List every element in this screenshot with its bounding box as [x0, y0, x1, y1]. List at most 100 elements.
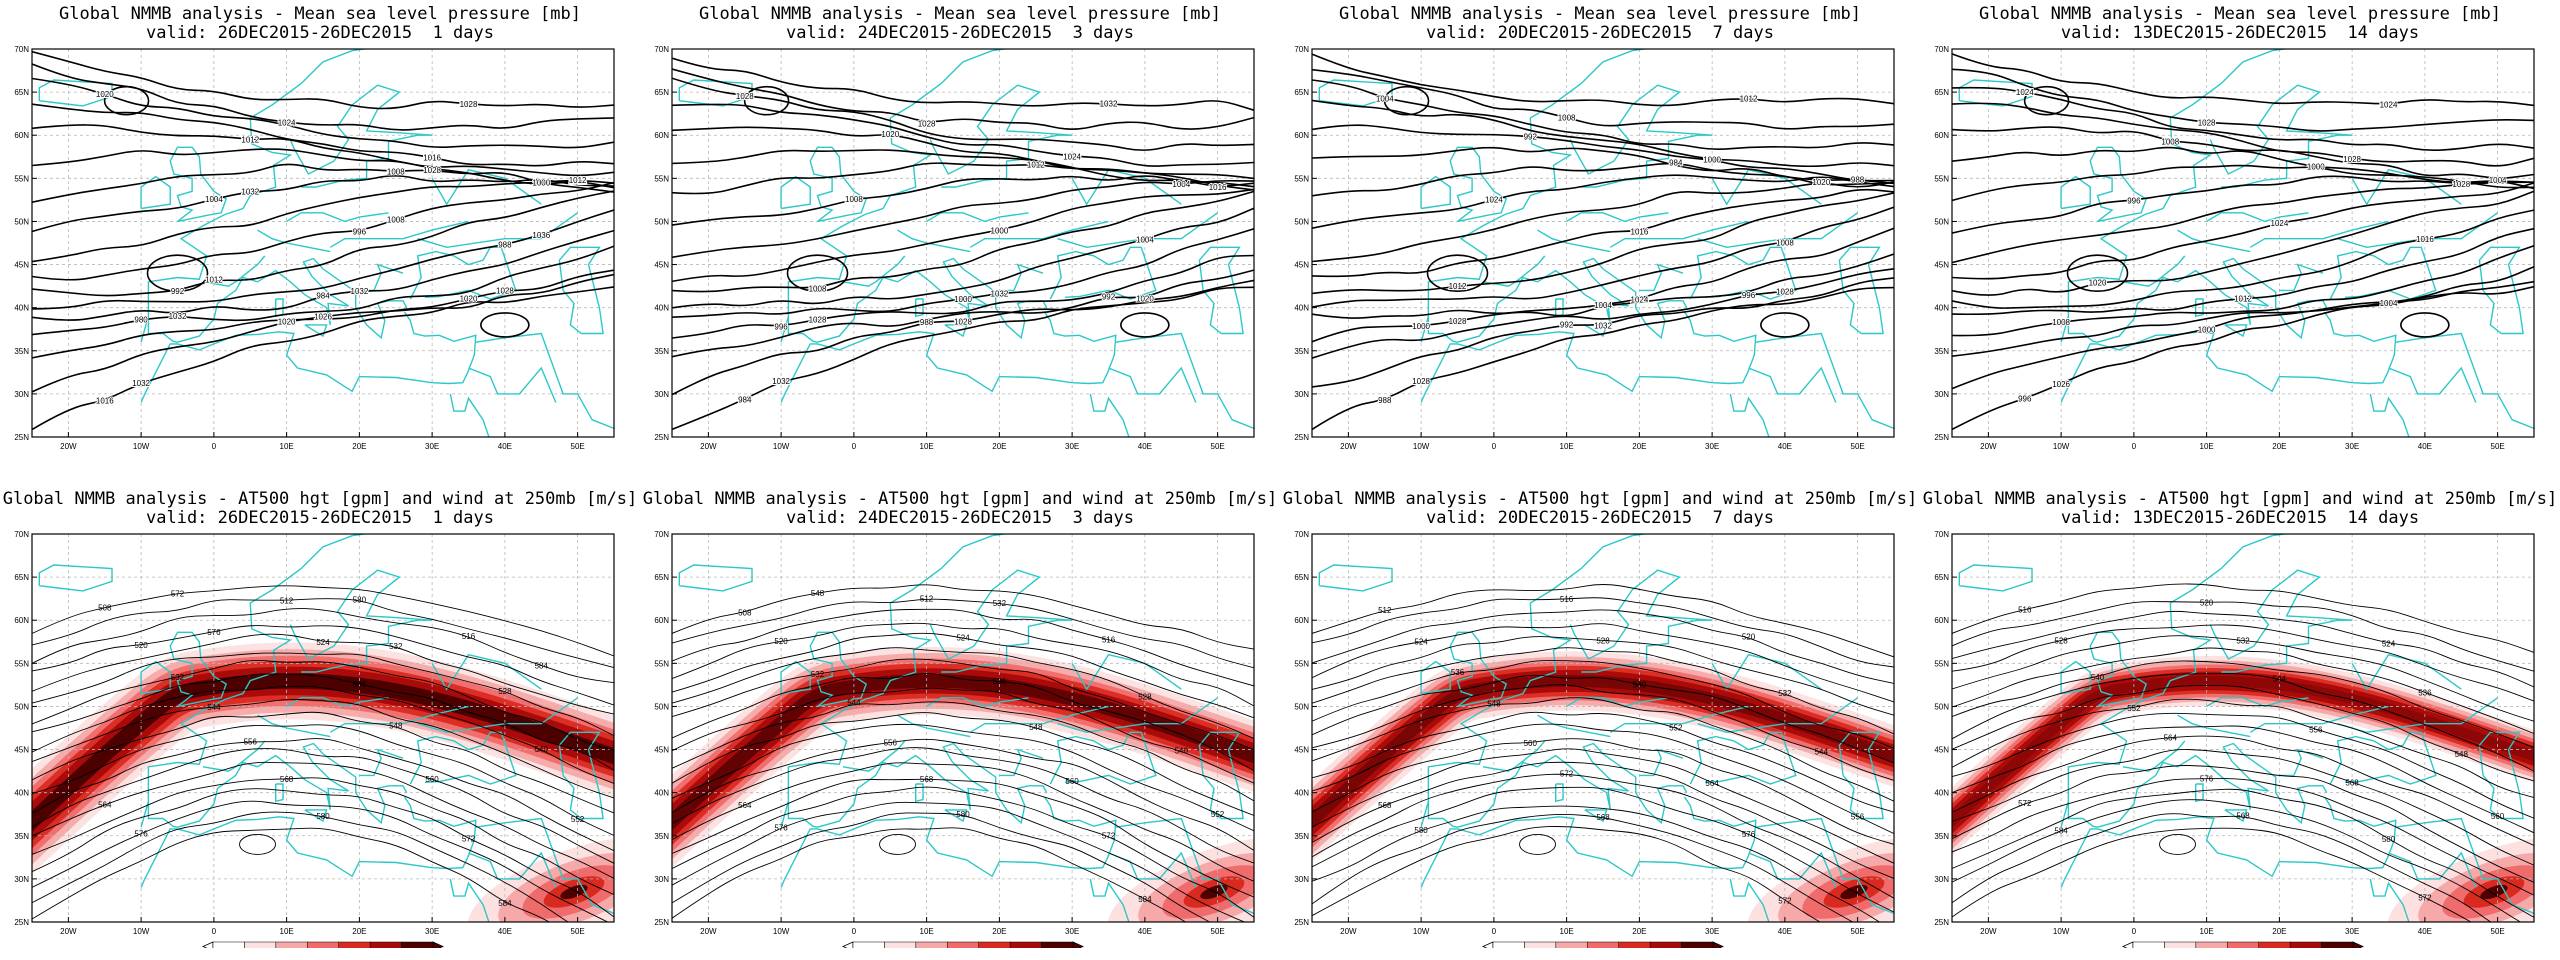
colorbar-bin: [2164, 941, 2197, 948]
contour-label: 1004: [1172, 180, 1190, 189]
coastline: [1729, 393, 1770, 437]
contour-label: 1016: [2416, 235, 2434, 244]
contour-label: 1004: [1594, 301, 1612, 310]
coastline: [1420, 175, 1451, 210]
coastline: [1482, 740, 1546, 772]
contour-line: [32, 148, 614, 189]
contour-label: 584: [2054, 827, 2068, 836]
lat-tick-label: 65N: [1294, 88, 1309, 97]
contour-line: [672, 658, 1254, 751]
contour-line: [1312, 805, 1881, 922]
contour-label: 1028: [2198, 119, 2216, 128]
contour-label: 568: [1378, 801, 1392, 810]
colorbar-arrow: [2352, 941, 2364, 948]
contour-line: [1312, 814, 1854, 922]
contour-line: [1519, 833, 1556, 855]
contour-label: 568: [2236, 811, 2250, 820]
colorbar-bin: [1681, 941, 1714, 948]
contour-label: 1028: [2343, 155, 2361, 164]
lon-tick-label: 30E: [425, 442, 439, 451]
lat-tick-label: 30N: [1934, 390, 1949, 399]
map-background: [32, 49, 614, 437]
map-panel-mslp-14d: Global NMMB analysis - Mean sea level pr…: [1920, 0, 2560, 480]
contour-line: [32, 711, 614, 814]
contour-line: [32, 608, 614, 684]
contour-label: 524: [2382, 639, 2396, 648]
lon-tick-label: 20E: [1632, 927, 1646, 936]
coastline: [147, 316, 178, 343]
lon-tick-label: 20E: [2272, 442, 2286, 451]
lat-tick-label: 60N: [1294, 131, 1309, 140]
contour-label: 1020: [1812, 178, 1830, 187]
jet-stream-shading: [2480, 884, 2508, 900]
lat-tick-label: 35N: [654, 347, 669, 356]
lon-tick-label: 40E: [1778, 927, 1792, 936]
map-plot: 516 520 524 528 532 536 540 544 548 552 556 560 564 5…: [1934, 530, 2535, 948]
contour-line: [1952, 102, 2534, 167]
map-panel-z500-3d: Global NMMB analysis - AT500 hgt [gpm] a…: [640, 480, 1280, 960]
contour-line: [672, 812, 1211, 922]
map-panel-mslp-3d: Global NMMB analysis - Mean sea level pr…: [640, 0, 1280, 480]
contour-line: [32, 685, 614, 784]
contour-label: 576: [207, 628, 221, 637]
coastline: [929, 84, 1073, 188]
lat-tick-label: 25N: [1934, 918, 1949, 927]
contour-line: [672, 228, 1254, 318]
contour-label: 572: [462, 835, 476, 844]
coastline: [1537, 714, 1611, 738]
contour-line: [1312, 660, 1894, 749]
lat-tick-label: 70N: [14, 45, 29, 54]
lon-tick-label: 40E: [498, 442, 512, 451]
coastline: [558, 246, 604, 335]
contour-line: [2066, 254, 2129, 292]
contour-label: 516: [1102, 635, 1116, 644]
contour-label: 564: [738, 801, 752, 810]
contour-label: 576: [774, 823, 788, 832]
contour-label: 1028: [1412, 377, 1430, 386]
coastline: [289, 569, 433, 673]
contour-line: [1952, 712, 2534, 819]
contour-label: 572: [1778, 896, 1792, 905]
contour-label: 1012: [569, 176, 587, 185]
contour-line: [32, 788, 614, 918]
map-frame: [31, 533, 615, 923]
contour-label: 560: [2491, 812, 2505, 821]
coastline: [2067, 801, 2098, 828]
coastline: [2122, 255, 2186, 287]
contour-line: [672, 701, 1254, 802]
lat-tick-label: 30N: [1294, 390, 1309, 399]
lon-tick-label: 40E: [2418, 442, 2432, 451]
contour-line: [1952, 190, 2534, 296]
lat-tick-label: 65N: [14, 88, 29, 97]
lon-tick-label: 30E: [1065, 442, 1079, 451]
panel-title: Global NMMB analysis - Mean sea level pr…: [1339, 4, 1861, 24]
wind-colorbar: 303540455060: [842, 941, 1084, 948]
colorbar-bin: [244, 941, 277, 948]
lon-tick-label: 10E: [1560, 442, 1574, 451]
coastline: [678, 79, 753, 107]
contour-label: 1012: [1740, 95, 1758, 104]
coastline: [809, 631, 868, 708]
coastline: [2329, 731, 2437, 785]
contour-label: 1012: [205, 276, 223, 285]
contour-line: [1312, 268, 1894, 359]
contour-line: [672, 103, 1254, 167]
coastline: [780, 49, 1010, 343]
contour-line: [1952, 635, 2534, 722]
contour-label: 1032: [132, 379, 150, 388]
contour-label: 532: [2236, 637, 2250, 646]
coastline: [359, 748, 404, 777]
contour-label: 1004: [1376, 94, 1394, 103]
contour-label: 544: [207, 703, 221, 712]
contour-label: 1016: [1631, 227, 1649, 236]
contour-label: 996: [353, 227, 367, 236]
lat-tick-label: 25N: [1294, 918, 1309, 927]
contour-line: [1312, 623, 1894, 703]
coastline: [1584, 809, 1608, 823]
coastline: [780, 311, 1117, 403]
coastline: [1071, 653, 1182, 691]
lon-tick-label: 10W: [773, 927, 790, 936]
contour-label: 564: [98, 801, 112, 810]
coastline: [678, 564, 753, 592]
lon-tick-label: 10W: [1413, 927, 1430, 936]
